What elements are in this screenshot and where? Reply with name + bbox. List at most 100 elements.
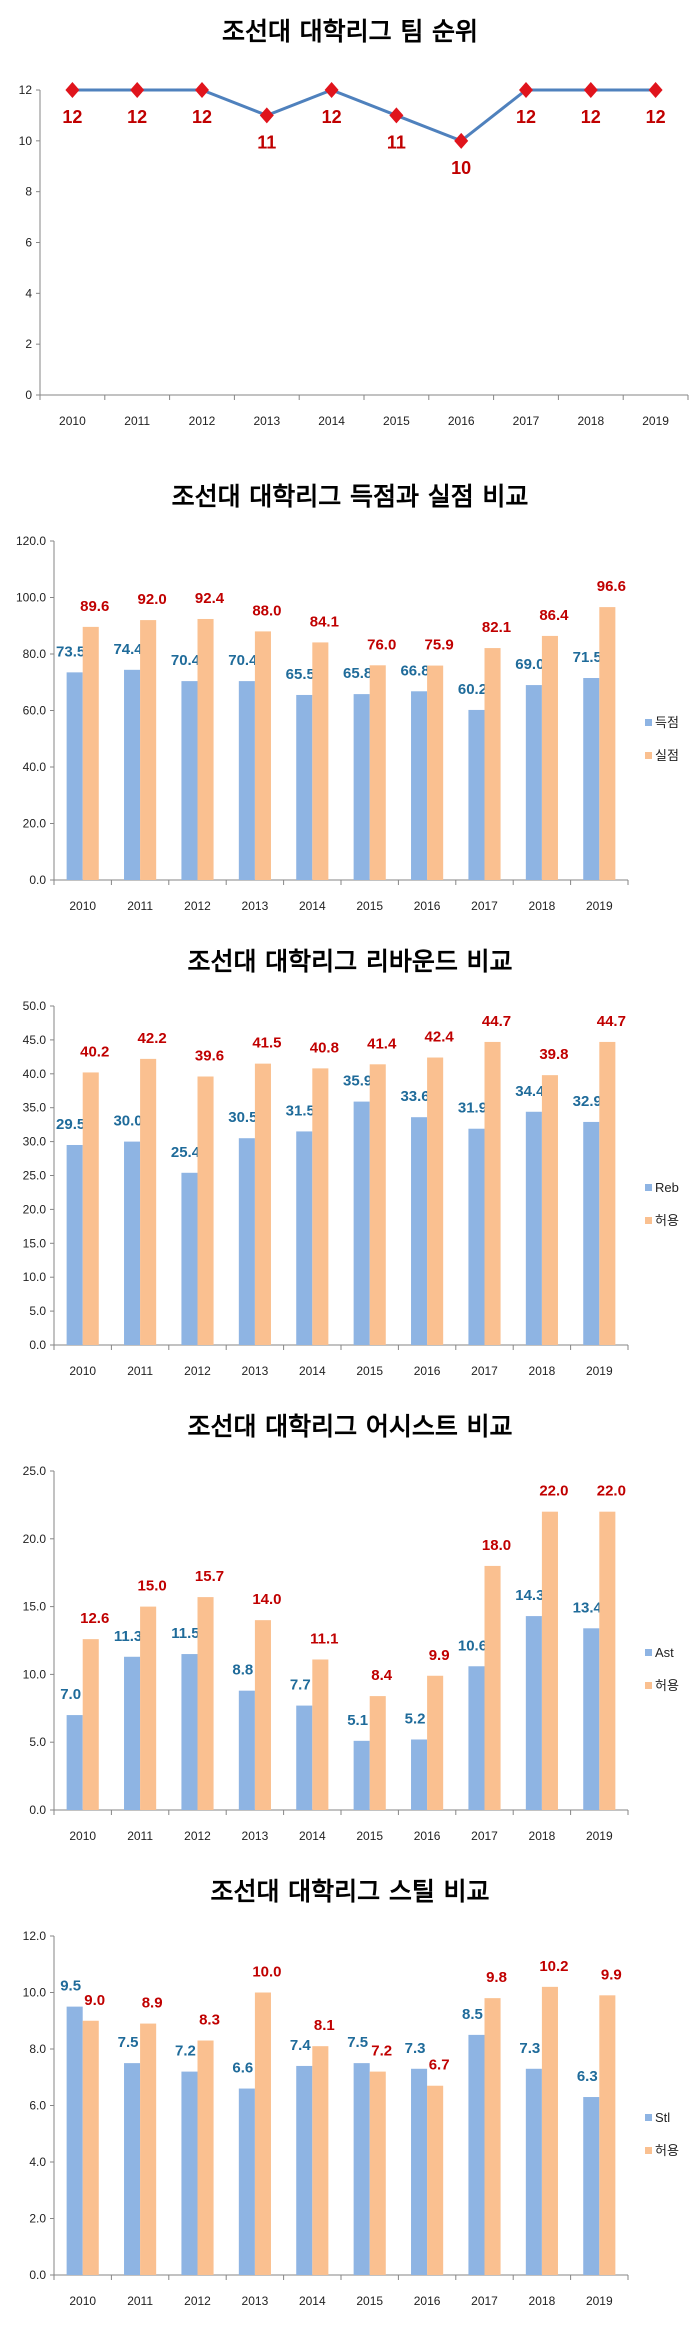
- data-label: 8.3: [199, 2012, 220, 2029]
- x-tick-label: 2019: [586, 1364, 613, 1378]
- x-tick-label: 2016: [414, 899, 441, 913]
- data-label: 42.4: [425, 1029, 455, 1046]
- x-tick-label: 2015: [356, 2294, 383, 2308]
- bar-허용: [197, 1597, 214, 1810]
- y-tick-label: 60.0: [23, 704, 47, 718]
- x-tick-label: 2014: [299, 1829, 326, 1843]
- data-label: 11: [257, 132, 276, 152]
- chart-svg: 0 2 4 6 8 10 12 2010 2011 2012 2013 2014 2015 2016 201…: [19, 82, 689, 428]
- data-label: 8.4: [371, 1667, 393, 1684]
- legend-swatch: [645, 752, 652, 759]
- x-tick-label: 2016: [414, 1364, 441, 1378]
- legend-label: 허용: [655, 2143, 679, 2158]
- data-label: 14.0: [252, 1591, 281, 1608]
- y-tick-label: 50.0: [23, 999, 47, 1013]
- x-tick-label: 2012: [184, 899, 211, 913]
- data-label: 22.0: [597, 1483, 626, 1500]
- bar-허용: [312, 2046, 329, 2275]
- data-label: 41.4: [367, 1035, 397, 1052]
- data-label: 10.2: [539, 1958, 568, 1975]
- rebound-bar-chart: 조선대 대학리그 리바운드 비교 0.0 5.0 10.0 15.0 20.0 25.0 3…: [0, 930, 700, 1395]
- bar-허용: [427, 1057, 444, 1345]
- x-tick-label: 2011: [127, 2294, 153, 2308]
- y-tick-label: 4.0: [29, 2155, 46, 2169]
- y-tick-label: 10.0: [23, 1986, 47, 2000]
- bar-득점: [525, 685, 542, 880]
- bar-Ast: [468, 1666, 485, 1810]
- data-label: 69.0: [515, 656, 544, 673]
- chart-title: 조선대 대학리그 스틸 비교: [210, 1877, 490, 1906]
- x-tick-label: 2012: [184, 1829, 211, 1843]
- legend-swatch: [645, 1649, 652, 1656]
- y-tick-label: 30.0: [23, 1135, 47, 1149]
- y-tick-label: 45.0: [23, 1033, 47, 1047]
- bar-Stl: [238, 2088, 255, 2275]
- points-bar-chart: 조선대 대학리그 득점과 실점 비교 0.0 20.0 40.0 60.0 80.0 10…: [0, 465, 700, 930]
- data-label: 70.4: [171, 652, 201, 669]
- data-label: 8.1: [314, 2017, 335, 2034]
- data-label: 9.0: [84, 1992, 105, 2009]
- y-tick-label: 8.0: [29, 2042, 46, 2056]
- y-tick-label: 10.0: [23, 1667, 47, 1681]
- data-label: 8.9: [142, 1995, 163, 2012]
- bar-허용: [541, 1986, 558, 2275]
- data-label: 9.9: [429, 1647, 450, 1664]
- bar-Stl: [525, 2068, 542, 2275]
- chart-title: 조선대 대학리그 득점과 실점 비교: [171, 482, 529, 511]
- data-label: 70.4: [228, 652, 258, 669]
- bar-실점: [82, 626, 99, 880]
- x-tick-label: 2014: [299, 1364, 326, 1378]
- bar-실점: [254, 631, 271, 880]
- bar-득점: [353, 694, 370, 880]
- bar-득점: [296, 694, 313, 880]
- data-point-marker: [195, 82, 209, 98]
- assist-bar-chart: 조선대 대학리그 어시스트 비교 0.0 5.0 10.0 15.0 20.0 25.0 2…: [0, 1395, 700, 1860]
- y-tick-label: 25.0: [23, 1464, 47, 1478]
- y-tick-label: 35.0: [23, 1101, 47, 1115]
- data-label: 7.4: [290, 2037, 312, 2054]
- data-label: 10.0: [252, 1964, 281, 1981]
- x-tick-label: 2010: [59, 414, 86, 428]
- data-label: 44.7: [482, 1013, 511, 1030]
- bar-Reb: [181, 1172, 198, 1345]
- y-tick-label: 0.0: [29, 1338, 46, 1352]
- legend-label: 허용: [655, 1213, 679, 1228]
- x-tick-label: 2011: [127, 899, 153, 913]
- data-label: 25.4: [171, 1144, 201, 1161]
- data-label: 7.2: [175, 2043, 196, 2060]
- data-label: 39.8: [539, 1046, 568, 1063]
- bar-Ast: [296, 1705, 313, 1810]
- x-tick-label: 2014: [299, 899, 326, 913]
- bar-실점: [140, 620, 157, 880]
- x-tick-label: 2010: [69, 899, 96, 913]
- data-label: 66.8: [400, 662, 429, 679]
- data-label: 8.8: [232, 1662, 253, 1679]
- bar-허용: [599, 1041, 616, 1345]
- data-label: 7.5: [347, 2034, 368, 2051]
- y-tick-label: 10.0: [23, 1270, 47, 1284]
- data-label: 42.2: [138, 1030, 167, 1047]
- data-label: 89.6: [80, 598, 109, 615]
- data-point-marker: [583, 82, 598, 98]
- chart-svg: 0.0 5.0 10.0 15.0 20.0 25.0 2010 2011 2012 2013 20…: [23, 1464, 679, 1843]
- bar-허용: [254, 1620, 271, 1810]
- data-label: 74.4: [113, 641, 143, 658]
- data-label: 7.3: [519, 2040, 540, 2057]
- x-tick-label: 2017: [471, 899, 498, 913]
- bar-Reb: [583, 1121, 600, 1345]
- chart-title: 조선대 대학리그 리바운드 비교: [187, 947, 513, 976]
- data-label: 5.1: [347, 1712, 368, 1729]
- x-tick-label: 2014: [299, 2294, 326, 2308]
- bar-허용: [599, 1995, 616, 2275]
- x-tick-label: 2017: [513, 414, 540, 428]
- data-label: 7.3: [405, 2040, 426, 2057]
- y-tick-label: 5.0: [29, 1735, 46, 1749]
- bar-Ast: [124, 1656, 141, 1810]
- bar-Stl: [583, 2097, 600, 2275]
- y-tick-label: 40.0: [23, 760, 47, 774]
- bar-Reb: [411, 1117, 428, 1345]
- data-label: 33.6: [400, 1088, 429, 1105]
- data-label: 15.7: [195, 1568, 224, 1585]
- data-label: 6.7: [429, 2057, 450, 2074]
- x-tick-label: 2011: [124, 414, 150, 428]
